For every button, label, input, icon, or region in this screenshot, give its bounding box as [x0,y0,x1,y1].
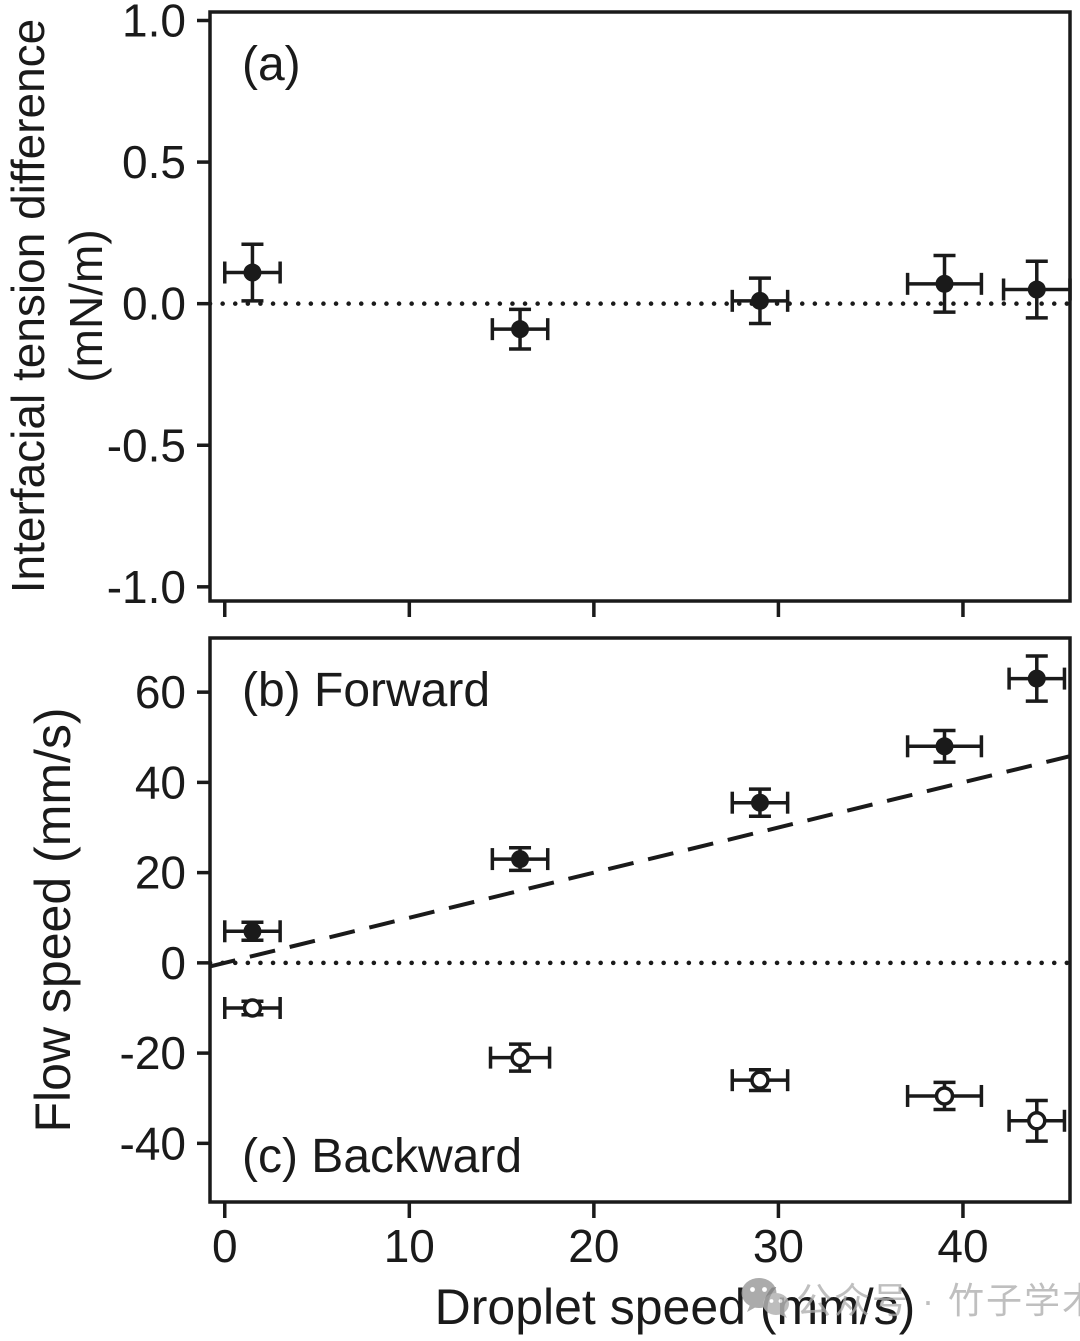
data-point [490,307,550,351]
data-point [490,846,550,873]
identity-dashed-line [209,754,1071,969]
data-point [223,242,282,303]
panel-a-label: (a) [242,38,301,91]
y-tick-label: 1.0 [122,0,186,46]
panel-bc: 60 40 20 0 -20 -40 0 10 20 30 40 (b) Forward (c) Bac… [25,636,1073,1335]
open-circle-marker [1027,1111,1047,1131]
open-circle-marker [934,1086,955,1106]
data-point [730,276,790,326]
filled-circle-marker [1027,280,1046,299]
y-tick-label: 40 [135,756,186,808]
data-point [1007,1098,1067,1143]
open-circle-marker [242,998,263,1018]
x-tick-label: 0 [212,1220,238,1272]
data-point [488,1042,552,1073]
y-tick-label: -0.5 [107,419,186,471]
y-tick-label: -40 [120,1117,186,1169]
panel-a-ylabel-line2: (mN/m) [60,229,112,382]
y-tick-label: 0.0 [122,278,186,330]
data-point [905,728,984,764]
data-point [223,920,282,943]
panel-frame [208,10,1072,603]
filled-circle-marker [243,263,262,282]
x-tick-label: 30 [753,1220,804,1272]
data-point [1007,654,1067,703]
flow-speed-axis-title: Flow speed (mm/s) [25,707,81,1132]
filled-circle-marker [511,850,530,869]
y-tick-label: -20 [120,1027,186,1079]
filled-circle-marker [750,793,769,812]
series-backward-flow [223,996,1067,1143]
data-point [730,787,790,818]
series-forward-flow [223,654,1067,943]
filled-circle-marker [243,922,262,941]
data-point [223,996,282,1019]
data-point [905,1080,984,1112]
y-tick-label: 60 [135,666,186,718]
panel-c-label: (c) Backward [242,1130,522,1183]
panel-frame [208,636,1072,1204]
filled-circle-marker [750,291,769,310]
panel-b-label: (b) Forward [242,664,490,717]
data-point [905,253,984,314]
filled-circle-marker [511,320,530,339]
filled-circle-marker [935,274,954,293]
x-tick-label: 40 [937,1220,988,1272]
panel-a-ylabel-line1: Interfacial tension difference [2,19,54,594]
droplet-speed-axis-title: Droplet speed (mm/s) [435,1279,916,1335]
y-tick-label: 0 [160,937,186,989]
filled-circle-marker [1027,669,1046,688]
data-point [730,1068,790,1093]
filled-circle-marker [935,737,954,756]
y-tick-label: 0.5 [122,136,186,188]
open-circle-marker [510,1047,530,1068]
open-circle-marker [750,1070,770,1090]
y-tick-label: -1.0 [107,561,186,613]
x-tick-label: 20 [568,1220,619,1272]
series-interfacial-tension-difference [223,242,1072,351]
panel-a: 1.0 0.5 0.0 -0.5 -1.0 (a) Interfacial tension … [2,0,1073,617]
x-tick-label: 10 [384,1220,435,1272]
data-point [1001,259,1072,320]
y-tick-label: 20 [135,847,186,899]
